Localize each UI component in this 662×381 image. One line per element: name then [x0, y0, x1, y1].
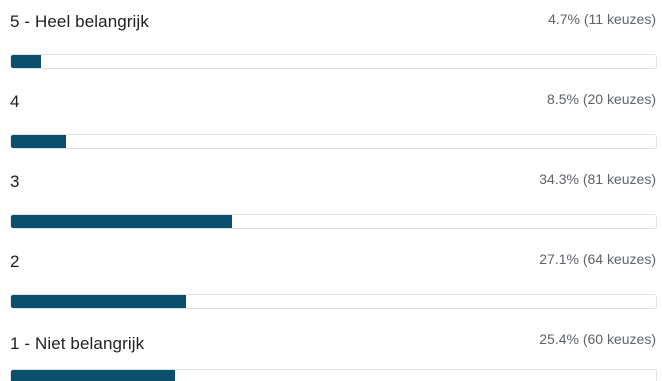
option-bar-track [10, 369, 657, 381]
option-bar-fill [11, 370, 175, 381]
option-label: 2 [10, 252, 20, 271]
option-bar-track [10, 214, 657, 229]
option-percentage: 8.5% (20 keuzes) [547, 91, 656, 107]
poll-option-2: 2 27.1% (64 keuzes) [0, 240, 662, 320]
option-percentage: 27.1% (64 keuzes) [539, 251, 656, 267]
option-bar-fill [11, 135, 66, 148]
option-bar-track [10, 294, 657, 309]
option-bar-track [10, 134, 657, 149]
option-label: 4 [10, 92, 20, 111]
option-bar-fill [11, 295, 186, 308]
option-label: 5 - Heel belangrijk [10, 12, 149, 31]
option-percentage: 25.4% (60 keuzes) [539, 331, 656, 347]
option-percentage: 4.7% (11 keuzes) [548, 11, 656, 27]
poll-option-5: 5 - Heel belangrijk 4.7% (11 keuzes) [0, 0, 662, 80]
option-bar-track [10, 54, 657, 69]
option-label: 3 [10, 172, 20, 191]
option-percentage: 34.3% (81 keuzes) [539, 171, 656, 187]
option-label: 1 - Niet belangrijk [10, 334, 145, 353]
option-bar-fill [11, 55, 42, 68]
option-bar-fill [11, 215, 233, 228]
poll-option-3: 3 34.3% (81 keuzes) [0, 160, 662, 240]
poll-option-1: 1 - Niet belangrijk 25.4% (60 keuzes) [0, 320, 662, 381]
poll-option-4: 4 8.5% (20 keuzes) [0, 80, 662, 160]
